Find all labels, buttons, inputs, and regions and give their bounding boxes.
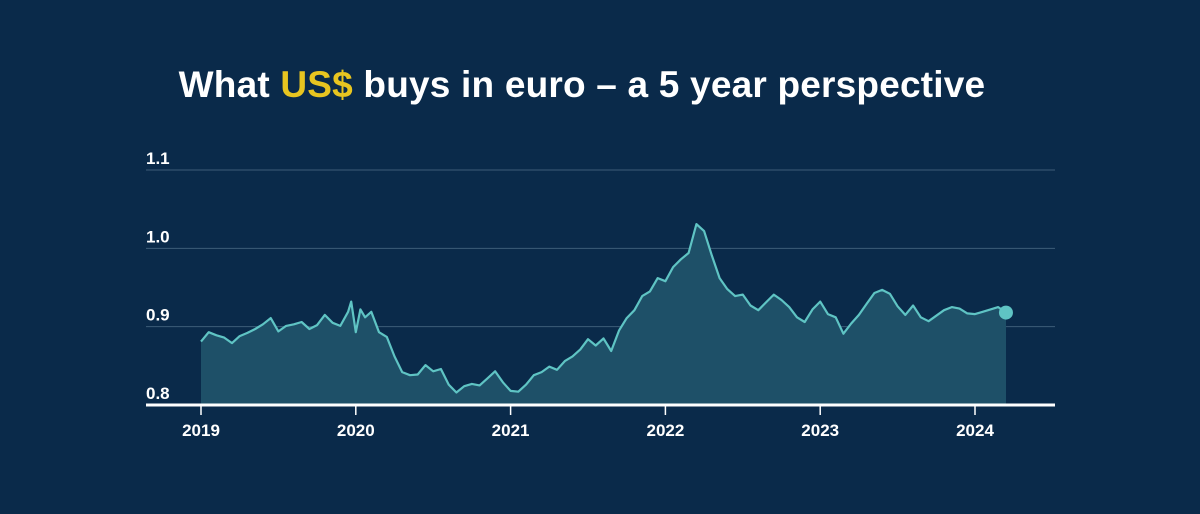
title-highlight: US$ [280,64,353,105]
x-tick-label: 2020 [337,421,375,440]
x-tick-label: 2023 [801,421,839,440]
y-tick-label: 0.9 [146,306,170,325]
x-tick-label: 2022 [646,421,684,440]
y-tick-label: 1.0 [146,227,170,246]
title-part-1: What [178,64,281,105]
y-tick-label: 0.8 [146,384,170,403]
series-area [201,224,1006,405]
chart-title: What US$ buys in euro – a 5 year perspec… [0,64,1164,106]
series-line [200,223,1007,394]
title-part-2: buys in euro – a 5 year perspective [352,64,986,105]
x-tick-label: 2024 [956,421,994,440]
x-tick-label: 2021 [492,421,530,440]
y-tick-label: 1.1 [146,149,170,168]
series-end-marker [998,305,1013,320]
x-tick-label: 2019 [182,421,220,440]
